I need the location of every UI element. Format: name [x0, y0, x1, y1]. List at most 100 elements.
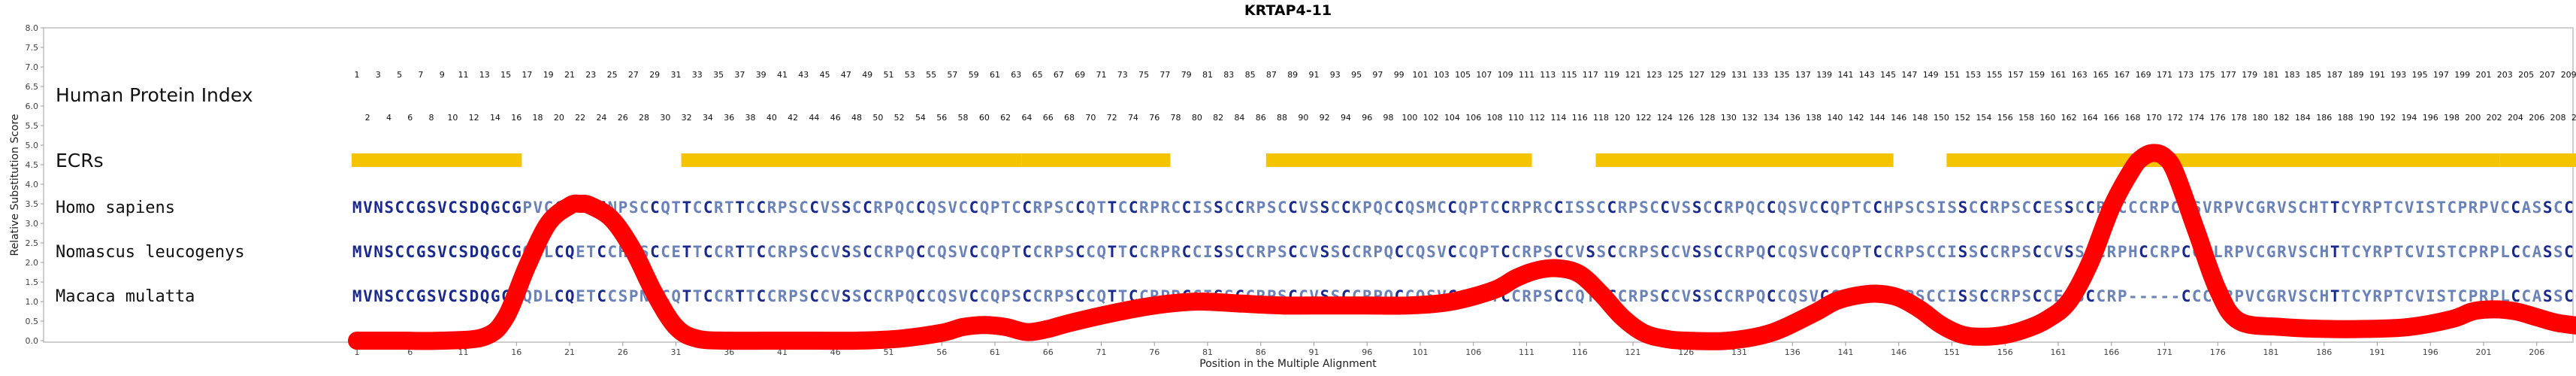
- residue: Q: [1373, 199, 1383, 217]
- index-number: 52: [894, 113, 905, 123]
- index-number: 204: [2508, 113, 2523, 123]
- residue: V: [1809, 287, 1819, 305]
- residue: C: [1873, 199, 1882, 217]
- x-tick-label: 11: [458, 347, 469, 357]
- residue: C: [1660, 199, 1670, 217]
- residue: V: [2054, 243, 2064, 261]
- residue: C: [1990, 287, 2000, 305]
- residue: C: [2351, 287, 2361, 305]
- residue: C: [395, 243, 405, 261]
- residue: S: [2075, 243, 2085, 261]
- residue: C: [1299, 243, 1308, 261]
- residue: T: [2320, 199, 2330, 217]
- residue: R: [2469, 199, 2478, 217]
- residue: C: [1979, 243, 1989, 261]
- y-axis-label: Relative Substitution Score: [9, 114, 21, 256]
- residue: S: [948, 243, 957, 261]
- residue: V: [821, 199, 830, 217]
- residue: R: [2277, 287, 2287, 305]
- residue: C: [799, 199, 809, 217]
- x-tick-label: 111: [1519, 347, 1534, 357]
- residue: P: [895, 287, 905, 305]
- residue: C: [2097, 287, 2106, 305]
- residue: Q: [1756, 287, 1766, 305]
- residue: C: [2309, 287, 2319, 305]
- residue: A: [2532, 243, 2542, 261]
- residue: T: [745, 287, 755, 305]
- residue: P: [1894, 199, 1904, 217]
- y-tick-label: 0.5: [26, 317, 39, 326]
- residue: S: [852, 287, 862, 305]
- index-number: 194: [2401, 113, 2417, 123]
- residue: P: [2479, 199, 2489, 217]
- index-number: 103: [1434, 70, 1450, 80]
- residue: C: [608, 243, 618, 261]
- residue: S: [948, 287, 957, 305]
- residue: T: [586, 243, 596, 261]
- residue: C: [916, 287, 926, 305]
- index-number: 72: [1107, 113, 1117, 123]
- residue: V: [2203, 199, 2212, 217]
- residue: C: [2574, 243, 2576, 261]
- residue: C: [1277, 199, 1287, 217]
- residue: C: [1341, 199, 1351, 217]
- residue: S: [788, 199, 798, 217]
- index-number: 83: [1223, 70, 1234, 80]
- residue: N: [373, 243, 383, 261]
- residue: R: [1171, 243, 1181, 261]
- residue: S: [1947, 199, 1957, 217]
- residue: P: [1160, 243, 1170, 261]
- residue: S: [1543, 287, 1553, 305]
- index-number: 138: [1806, 113, 1822, 123]
- index-number: 174: [2188, 113, 2204, 123]
- y-tick-label: 1.5: [26, 277, 39, 287]
- x-tick-label: 86: [1256, 347, 1266, 357]
- residue: Q: [937, 243, 947, 261]
- residue: C: [2139, 243, 2148, 261]
- residue: S: [1214, 199, 1223, 217]
- index-number: 64: [1021, 113, 1032, 123]
- index-number: 155: [1987, 70, 2003, 80]
- residue: R: [724, 243, 734, 261]
- residue: R: [1734, 287, 1744, 305]
- residue: I: [1947, 243, 1957, 261]
- residue: I: [2426, 243, 2435, 261]
- residue: R: [2277, 243, 2287, 261]
- residue: C: [916, 243, 926, 261]
- index-number: 4: [386, 113, 392, 123]
- residue: S: [2553, 243, 2563, 261]
- residue: P: [1533, 243, 1543, 261]
- index-number: 66: [1043, 113, 1054, 123]
- residue: C: [1193, 243, 1202, 261]
- residue: L: [544, 287, 554, 305]
- residue: C: [1139, 243, 1149, 261]
- index-number: 43: [798, 70, 809, 80]
- residue: Q: [1096, 243, 1106, 261]
- index-number: 48: [851, 113, 862, 123]
- residue: R: [1256, 243, 1266, 261]
- residue: L: [544, 243, 554, 261]
- residue: T: [2341, 243, 2351, 261]
- index-number: 201: [2476, 70, 2492, 80]
- x-tick-label: 161: [2051, 347, 2067, 357]
- residue: C: [714, 287, 724, 305]
- index-number: 76: [1149, 113, 1160, 123]
- index-number: 182: [2274, 113, 2290, 123]
- residue: S: [427, 243, 437, 261]
- residue: Q: [937, 287, 947, 305]
- index-number: 89: [1287, 70, 1298, 80]
- residue: C: [1926, 243, 1936, 261]
- x-tick-label: 181: [2263, 347, 2279, 357]
- index-number: 142: [1849, 113, 1864, 123]
- residue: T: [2447, 243, 2457, 261]
- residue: Q: [906, 243, 915, 261]
- index-number: 67: [1054, 70, 1064, 80]
- index-number: 65: [1033, 70, 1043, 80]
- index-number: 136: [1785, 113, 1800, 123]
- x-tick-label: 66: [1043, 347, 1054, 357]
- residue: C: [1288, 199, 1298, 217]
- residue: S: [842, 287, 851, 305]
- substitution-score-line: [348, 144, 2576, 350]
- residue: P: [884, 199, 893, 217]
- index-number: 171: [2157, 70, 2172, 80]
